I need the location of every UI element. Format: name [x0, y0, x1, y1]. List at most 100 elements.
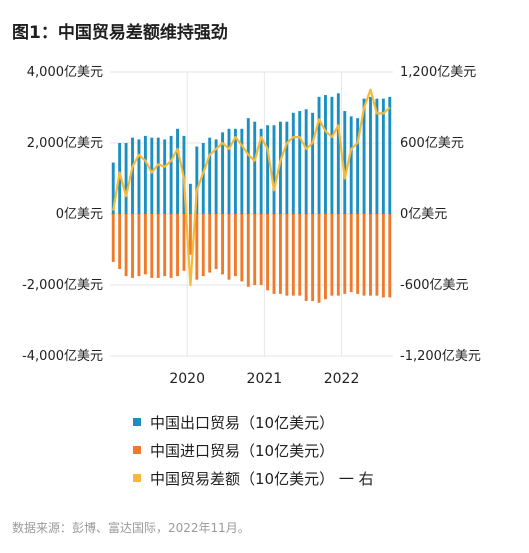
- legend-item: 中国进口贸易（10亿美元）: [133, 436, 374, 464]
- legend-swatch: [133, 446, 141, 454]
- chart-title: 图1：中国贸易差额维持强劲: [12, 23, 228, 43]
- export-bar: [253, 121, 257, 214]
- export-bar: [311, 112, 315, 214]
- export-bar: [362, 98, 366, 214]
- export-bar: [221, 132, 225, 214]
- balance-series-line: [112, 88, 391, 287]
- x-axis-labels: 2020 2021 2022: [169, 371, 359, 387]
- import-bar: [375, 214, 379, 296]
- export-bar: [208, 137, 212, 214]
- export-bar: [227, 128, 231, 214]
- export-bar: [233, 128, 237, 214]
- import-bar: [266, 214, 270, 291]
- export-bar: [111, 162, 115, 214]
- export-bar: [188, 183, 192, 214]
- export-bar: [156, 137, 160, 214]
- export-bar: [388, 96, 392, 214]
- import-bar: [259, 214, 263, 285]
- import-bar: [169, 214, 173, 278]
- legend-swatch: [133, 418, 141, 426]
- import-bar: [131, 214, 134, 278]
- export-bar: [285, 121, 289, 214]
- export-bar: [291, 112, 295, 214]
- import-bar: [349, 214, 353, 293]
- export-bar: [169, 135, 173, 214]
- legend-swatch: [133, 474, 141, 482]
- import-bar: [317, 214, 321, 303]
- export-bar: [330, 96, 334, 214]
- legend-item: 中国贸易差额（10亿美元） 一 右: [133, 464, 374, 492]
- import-bar: [369, 214, 372, 296]
- right-tick-label: 0亿美元: [400, 207, 447, 222]
- import-bar: [246, 214, 250, 287]
- balance-line: [112, 88, 391, 287]
- import-bar: [291, 214, 295, 296]
- export-bar: [124, 143, 128, 214]
- import-bar: [356, 214, 360, 294]
- import-bar: [362, 214, 366, 296]
- import-bar: [182, 214, 186, 271]
- export-bar: [343, 111, 347, 214]
- import-bar: [188, 214, 192, 255]
- import-bar: [150, 214, 154, 278]
- left-tick-label: -4,000亿美元: [22, 349, 103, 364]
- import-bar: [176, 214, 179, 277]
- export-bar: [369, 96, 372, 214]
- import-bars: [111, 214, 392, 303]
- import-bar: [336, 214, 340, 296]
- import-bar: [240, 214, 244, 282]
- import-bar: [221, 214, 225, 275]
- export-bar: [375, 98, 379, 214]
- right-tick-label: 1,200亿美元: [400, 65, 476, 80]
- import-bar: [298, 214, 302, 296]
- x-tick-label: 2022: [324, 371, 360, 387]
- import-bar: [124, 214, 128, 277]
- import-bar: [285, 214, 289, 296]
- import-bar: [201, 214, 205, 277]
- export-bar: [349, 116, 353, 214]
- export-bar: [176, 128, 179, 214]
- import-bar: [156, 214, 160, 278]
- x-tick-label: 2020: [169, 371, 205, 387]
- export-bar: [324, 95, 327, 214]
- export-bar: [214, 139, 218, 214]
- export-bar: [266, 125, 270, 214]
- export-bar: [259, 128, 263, 214]
- right-axis-labels: 1,200亿美元 600亿美元 0亿美元 -600亿美元 -1,200亿美元: [400, 65, 481, 364]
- import-bar: [118, 214, 122, 270]
- export-bar: [137, 139, 141, 214]
- left-tick-label: 2,000亿美元: [27, 136, 103, 151]
- export-bar: [246, 118, 250, 214]
- left-tick-label: 4,000亿美元: [27, 65, 103, 80]
- legend-label: 中国贸易差额（10亿美元） 一 右: [150, 469, 374, 488]
- legend-label: 中国出口贸易（10亿美元）: [150, 413, 335, 432]
- import-bar: [324, 214, 327, 300]
- export-bar: [298, 111, 302, 214]
- import-bar: [304, 214, 308, 301]
- x-tick-label: 2021: [247, 371, 283, 387]
- import-bar: [330, 214, 334, 296]
- import-bar: [214, 214, 218, 270]
- import-bar: [343, 214, 347, 294]
- import-bar: [388, 214, 392, 298]
- import-bar: [227, 214, 231, 280]
- export-bar: [195, 146, 199, 214]
- import-bar: [381, 214, 385, 298]
- import-bar: [253, 214, 257, 285]
- import-bar: [272, 214, 276, 294]
- export-bar: [304, 109, 308, 214]
- export-bar: [163, 139, 167, 214]
- import-bar: [195, 214, 199, 280]
- right-tick-label: -600亿美元: [400, 278, 469, 293]
- export-bar: [272, 125, 276, 214]
- export-bar: [356, 118, 360, 214]
- source-note: 数据来源：彭博、富达国际，2022年11月。: [12, 521, 250, 535]
- import-bar: [111, 214, 115, 262]
- export-bar: [240, 128, 244, 214]
- import-bar: [208, 214, 212, 273]
- import-bar: [137, 214, 141, 277]
- import-bar: [143, 214, 147, 275]
- right-tick-label: 600亿美元: [400, 136, 464, 151]
- trade-chart: 4,000亿美元 2,000亿美元 0亿美元 -2,000亿美元 -4,000亿美元 1…: [22, 65, 481, 387]
- left-tick-label: 0亿美元: [56, 207, 103, 222]
